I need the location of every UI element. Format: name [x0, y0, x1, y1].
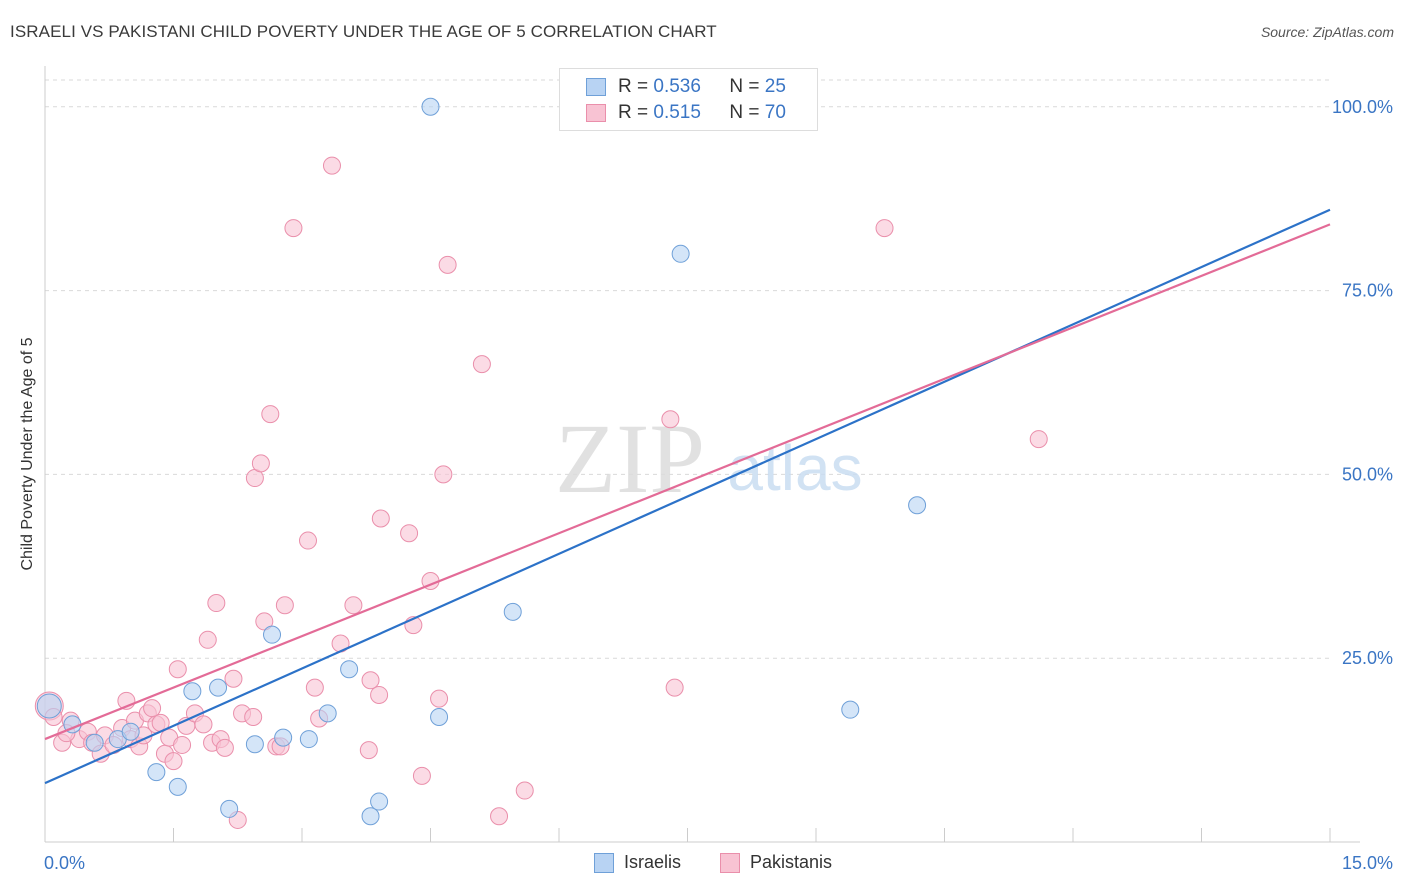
pakistani-point [875, 219, 894, 238]
pakistani-point [472, 355, 491, 374]
pakistani-point [490, 807, 509, 826]
watermark-zip: ZIP [555, 403, 705, 514]
legend-label-israelis: Israelis [624, 852, 682, 872]
israeli-point [263, 625, 282, 644]
pakistani-point [251, 454, 270, 473]
x-tick-label: 15.0% [1342, 853, 1393, 873]
israeli-point [36, 693, 62, 719]
pakistani-point [298, 531, 317, 550]
n-value: 70 [764, 102, 786, 123]
israeli-point [299, 730, 318, 749]
pakistani-point [275, 596, 294, 615]
r-value: 0.536 [653, 76, 701, 97]
pakistani-point [1029, 430, 1048, 449]
r-label: R = [618, 76, 649, 97]
grid-lines [45, 79, 1330, 659]
pakistani-point [215, 738, 234, 757]
pakistani-point [224, 669, 243, 688]
n-label: N = [729, 76, 760, 97]
pakistani-point [207, 594, 226, 613]
pakistani-point [322, 156, 341, 175]
r-label: R = [618, 102, 649, 123]
israeli-point [370, 792, 389, 811]
israeli-point [841, 700, 860, 719]
r-value: 0.515 [653, 102, 701, 123]
israeli-point [503, 602, 522, 621]
pakistani-point [430, 689, 449, 708]
pakistani-point [515, 781, 534, 800]
pakistani-point [305, 678, 324, 697]
israeli-point [168, 777, 187, 796]
pakistani-point [438, 255, 457, 274]
y-axis-label: Child Poverty Under the Age of 5 [19, 337, 36, 571]
israelis-swatch [586, 78, 606, 96]
pakistani-point [665, 678, 684, 697]
pakistani-point [361, 671, 380, 690]
israelis-swatch [594, 852, 614, 873]
pakistani-point [261, 405, 280, 424]
pakistani-point [434, 465, 453, 484]
israeli-point [209, 678, 228, 697]
pakistanis-swatch [586, 104, 606, 122]
israeli-point [183, 682, 202, 701]
legend-item-israelis: Israelis [594, 852, 681, 873]
legend-item-pakistanis: Pakistanis [720, 852, 832, 873]
watermark-atlas: atlas [727, 432, 862, 504]
watermark: ZIP atlas [555, 403, 863, 514]
chart-title: ISRAELI VS PAKISTANI CHILD POVERTY UNDER… [10, 22, 717, 41]
y-tick-label: 100.0% [1332, 97, 1393, 117]
pakistani-point [255, 612, 274, 631]
israeli-point [430, 708, 449, 727]
pakistani-point [371, 509, 390, 528]
pakistani-point [168, 660, 187, 679]
correlation-legend: R = 0.536 N = 25 R = 0.515 N = 70 [559, 68, 818, 131]
israeli-point [908, 496, 927, 515]
israelis-trend-line [44, 208, 1331, 785]
pakistani-point [412, 766, 431, 785]
legend-row-israelis: R = 0.536 N = 25 [586, 75, 786, 99]
israeli-point [220, 799, 239, 818]
israeli-point [340, 660, 359, 679]
israeli-point [121, 722, 140, 741]
pakistani-point [244, 708, 263, 727]
pakistani-point [359, 741, 378, 760]
israeli-point [361, 807, 380, 826]
y-tick-label: 50.0% [1342, 464, 1393, 484]
trend-lines [44, 208, 1331, 785]
pakistani-point [164, 752, 183, 771]
pakistani-point [198, 630, 217, 649]
israeli-point [421, 97, 440, 116]
israeli-point [671, 244, 690, 263]
pakistani-point [284, 219, 303, 238]
pakistani-point [143, 699, 162, 718]
tick-labels: 25.0% 50.0% 75.0% 100.0% 0.0% 15.0% [44, 97, 1393, 873]
pakistani-point [661, 410, 680, 429]
pakistani-point [344, 596, 363, 615]
pakistanis-trend-line [44, 223, 1331, 741]
legend-label-pakistanis: Pakistanis [750, 852, 833, 872]
israeli-point [274, 728, 293, 747]
pakistani-point [173, 735, 192, 754]
y-tick-label: 75.0% [1342, 281, 1393, 301]
pakistanis-points [34, 156, 1048, 829]
israeli-point [318, 704, 337, 723]
n-label: N = [729, 102, 760, 123]
legend-row-pakistanis: R = 0.515 N = 70 [586, 101, 786, 125]
pakistanis-swatch [720, 852, 740, 873]
pakistani-point [400, 524, 419, 543]
israelis-points [36, 97, 927, 826]
israeli-point [245, 735, 264, 754]
israeli-point [147, 763, 166, 782]
source-label: Source: ZipAtlas.com [1260, 24, 1394, 40]
n-value: 25 [764, 76, 786, 97]
x-tick-label: 0.0% [44, 853, 85, 873]
y-tick-label: 25.0% [1342, 648, 1393, 668]
pakistani-point [370, 685, 389, 704]
pakistani-point [194, 715, 213, 734]
israeli-point [85, 733, 104, 752]
